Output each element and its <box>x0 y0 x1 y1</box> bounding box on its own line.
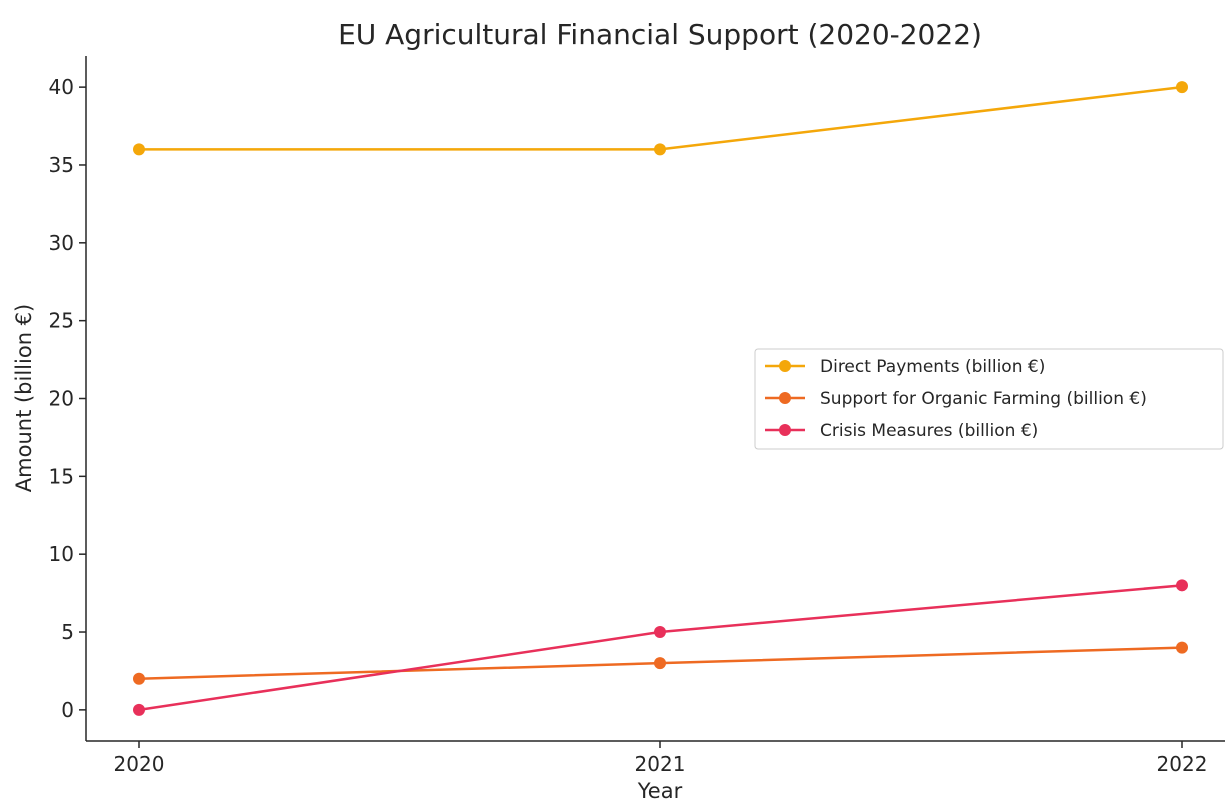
x-tick-label: 2021 <box>635 752 686 776</box>
x-ticks: 2020 2021 2022 <box>114 741 1208 776</box>
y-tick-label: 15 <box>49 464 74 488</box>
data-point <box>133 143 145 156</box>
x-tick-label: 2020 <box>114 752 165 776</box>
legend-marker <box>779 392 791 404</box>
y-axis-label: Amount (billion €) <box>12 304 36 492</box>
series-line-1 <box>139 85 1183 151</box>
series-layer <box>133 81 1188 716</box>
legend-marker <box>779 360 791 372</box>
data-point <box>133 703 145 716</box>
legend-box <box>754 348 1224 450</box>
legend: Direct Payments (billion €) Support for O… <box>754 348 1224 450</box>
x-axis-label: Year <box>637 779 683 801</box>
data-point <box>1176 579 1188 592</box>
y-tick-label: 30 <box>49 231 74 255</box>
series-line-3 <box>138 584 1183 712</box>
x-tick-label: 2022 <box>1157 752 1208 776</box>
y-tick-label: 25 <box>49 309 74 333</box>
y-tick-label: 20 <box>49 387 74 411</box>
y-tick-label: 40 <box>49 75 74 99</box>
legend-marker <box>779 424 791 436</box>
y-ticks: 0 5 10 15 20 25 30 35 40 <box>49 75 86 722</box>
y-tick-label: 35 <box>49 153 74 177</box>
legend-label: Support for Organic Farming (billion €) <box>820 389 1147 409</box>
y-tick-label: 10 <box>49 542 74 566</box>
data-point <box>654 626 666 639</box>
legend-label: Crisis Measures (billion €) <box>820 421 1038 441</box>
y-tick-label: 5 <box>61 620 74 644</box>
y-tick-label: 0 <box>61 698 74 722</box>
chart-title: EU Agricultural Financial Support (2020-… <box>338 18 982 51</box>
data-point <box>654 143 666 156</box>
data-point <box>1176 81 1188 94</box>
data-point <box>1176 641 1188 654</box>
data-point <box>133 672 145 685</box>
legend-items: Direct Payments (billion €) Support for O… <box>765 357 1147 441</box>
data-point <box>654 657 666 670</box>
legend-label: Direct Payments (billion €) <box>820 357 1045 377</box>
